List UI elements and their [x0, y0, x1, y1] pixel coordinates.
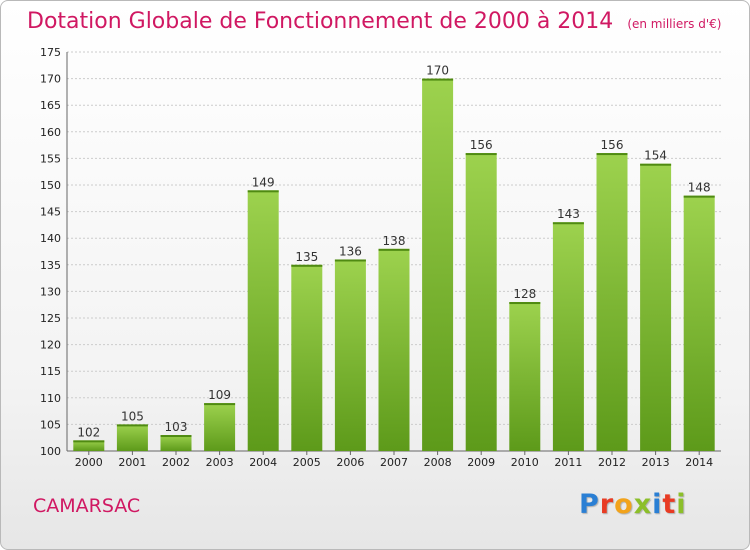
- bar-top-edge: [552, 222, 584, 225]
- bar-top-edge: [334, 259, 366, 262]
- bar-top-edge: [596, 153, 628, 156]
- y-tick-label: 115: [40, 365, 61, 378]
- x-tick-label-2005: 2005: [293, 456, 321, 469]
- data-label-2010: 128: [513, 287, 536, 301]
- x-tick-label-2007: 2007: [380, 456, 408, 469]
- x-tick-label-2010: 2010: [511, 456, 539, 469]
- y-tick-label: 165: [40, 99, 61, 112]
- y-tick-label: 175: [40, 46, 61, 59]
- chart-unit: (en milliers d'€): [627, 17, 722, 31]
- x-tick-label-2011: 2011: [554, 456, 582, 469]
- logo-letter: i: [676, 489, 687, 520]
- y-tick-label: 105: [40, 418, 61, 431]
- y-tick-labels: 100 105 110 115 120 125 130 135 140 145 150 155 160 1…: [40, 46, 61, 458]
- bar-2014: [683, 195, 715, 451]
- bar-2003: [204, 403, 236, 451]
- data-label-2011: 143: [557, 207, 580, 221]
- data-label-2012: 156: [601, 138, 624, 152]
- data-label-2003: 109: [208, 388, 231, 402]
- bar-2001: [116, 424, 148, 451]
- x-tick-label-2013: 2013: [642, 456, 670, 469]
- logo-letter: o: [614, 489, 634, 520]
- bar-top-edge: [160, 435, 192, 438]
- proxiti-logo: Proxiti: [579, 489, 687, 520]
- bar-top-edge: [378, 248, 410, 251]
- bar-2005: [291, 264, 323, 451]
- bar-top-edge: [465, 153, 497, 156]
- bar-top-edge: [422, 78, 454, 81]
- y-tick-label: 140: [40, 232, 61, 245]
- data-label-2001: 105: [121, 409, 144, 423]
- x-tick-label-2003: 2003: [206, 456, 234, 469]
- bar-2011: [552, 222, 584, 451]
- bar-2002: [160, 435, 192, 451]
- bar-top-edge: [291, 264, 323, 267]
- x-tick-label-2014: 2014: [685, 456, 713, 469]
- data-labels: 102 105 103 109 149 135 136 138 170 156 128 143 156 1…: [77, 64, 710, 440]
- x-tick-label-2002: 2002: [162, 456, 190, 469]
- bar-top-edge: [204, 403, 236, 406]
- bar-2008: [422, 78, 454, 451]
- data-label-2007: 138: [383, 234, 406, 248]
- y-tick-label: 135: [40, 259, 61, 272]
- bar-top-edge: [247, 190, 279, 193]
- data-label-2004: 149: [252, 175, 275, 189]
- y-tick-label: 150: [40, 179, 61, 192]
- x-tick-label-2012: 2012: [598, 456, 626, 469]
- logo-letter: x: [633, 489, 653, 520]
- x-tick-label-2001: 2001: [118, 456, 146, 469]
- logo-letter: i: [652, 489, 663, 520]
- bar-top-edge: [116, 424, 148, 427]
- data-label-2000: 102: [77, 425, 100, 439]
- x-tick-label-2006: 2006: [336, 456, 364, 469]
- y-tick-label: 145: [40, 206, 61, 219]
- bar-2000: [73, 440, 105, 451]
- x-tick-labels: 2000 2001 2002 2003 2004 2005 2006 2007 2008 2009…: [75, 456, 713, 469]
- logo-letter: t: [662, 489, 677, 520]
- data-label-2009: 156: [470, 138, 493, 152]
- data-label-2006: 136: [339, 244, 362, 258]
- chart-title-text: Dotation Globale de Fonctionnement de 20…: [27, 9, 614, 34]
- bars: [73, 78, 715, 451]
- data-label-2008: 170: [426, 64, 449, 78]
- bar-2004: [247, 190, 279, 451]
- data-label-2013: 154: [644, 149, 667, 163]
- bar-2006: [334, 259, 366, 451]
- y-tick-label: 110: [40, 392, 61, 405]
- bar-2010: [509, 302, 541, 451]
- y-tick-label: 170: [40, 73, 61, 86]
- chart-title: Dotation Globale de Fonctionnement de 20…: [27, 9, 721, 34]
- bar-2012: [596, 153, 628, 451]
- bar-top-edge: [683, 195, 715, 198]
- bar-top-edge: [640, 163, 672, 166]
- bar-top-edge: [73, 440, 105, 443]
- data-label-2005: 135: [295, 250, 318, 264]
- x-tick-label-2008: 2008: [424, 456, 452, 469]
- bar-2009: [465, 153, 497, 451]
- y-tick-label: 160: [40, 126, 61, 139]
- y-tick-label: 130: [40, 285, 61, 298]
- data-label-2014: 148: [688, 181, 711, 195]
- bar-2007: [378, 248, 410, 451]
- x-tick-label-2004: 2004: [249, 456, 277, 469]
- logo-letter: P: [579, 489, 600, 520]
- logo-letter: r: [599, 489, 615, 520]
- y-tick-label: 100: [40, 445, 61, 458]
- y-tick-label: 155: [40, 152, 61, 165]
- bar-2013: [640, 163, 672, 451]
- bar-top-edge: [509, 302, 541, 305]
- y-tick-label: 120: [40, 339, 61, 352]
- x-tick-label-2000: 2000: [75, 456, 103, 469]
- commune-name: CAMARSAC: [33, 495, 141, 517]
- x-tick-label-2009: 2009: [467, 456, 495, 469]
- y-tick-label: 125: [40, 312, 61, 325]
- data-label-2002: 103: [165, 420, 188, 434]
